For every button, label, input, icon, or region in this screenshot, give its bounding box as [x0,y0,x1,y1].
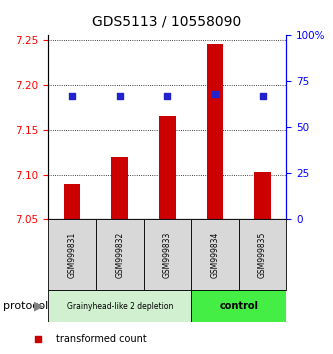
Point [117,93,123,99]
Bar [239,219,286,290]
Bar [254,172,271,219]
Bar [64,184,81,219]
Point [212,91,218,97]
Text: control: control [219,301,258,311]
Bar [159,116,176,219]
Point [165,93,170,99]
Text: transformed count: transformed count [56,333,147,344]
Bar [206,44,223,219]
Point [260,93,265,99]
Text: GSM999832: GSM999832 [115,232,124,278]
Bar [191,290,286,322]
Text: GSM999835: GSM999835 [258,232,267,278]
Text: GSM999834: GSM999834 [210,232,219,278]
Bar [111,156,128,219]
Text: protocol: protocol [3,301,49,311]
Text: GSM999833: GSM999833 [163,232,172,278]
Bar [48,219,96,290]
Bar [144,219,191,290]
Text: GDS5113 / 10558090: GDS5113 / 10558090 [92,14,241,28]
Bar [191,219,239,290]
Point [36,336,41,341]
Text: ▶: ▶ [34,300,43,313]
Bar [96,219,144,290]
Bar [48,290,191,322]
Text: Grainyhead-like 2 depletion: Grainyhead-like 2 depletion [67,302,173,311]
Text: GSM999831: GSM999831 [68,232,77,278]
Point [69,93,75,99]
